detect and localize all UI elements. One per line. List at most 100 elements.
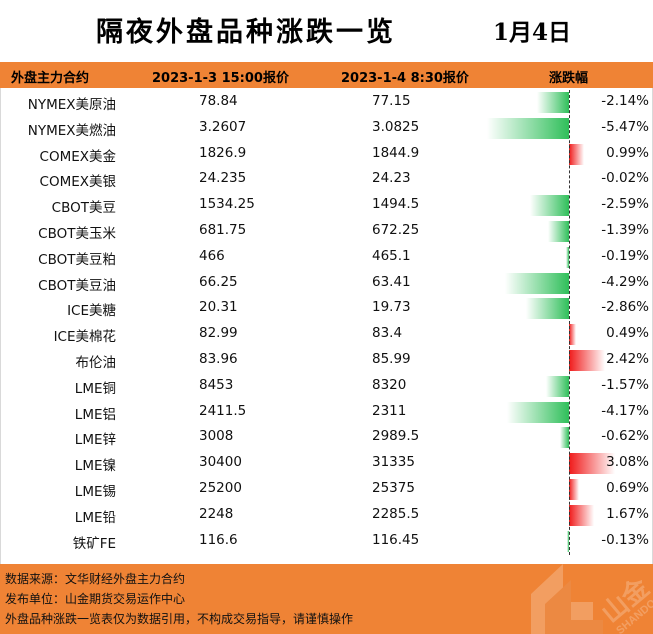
current-price: 672.25 bbox=[372, 222, 420, 238]
company-logo-watermark: 山金 SHANDO bbox=[523, 524, 653, 634]
change-percent: -0.02% bbox=[601, 170, 649, 187]
change-percent: -2.14% bbox=[601, 93, 649, 109]
table-row: LME铜 8453 8320 -1.57% bbox=[0, 374, 653, 400]
change-bar bbox=[530, 195, 569, 217]
contract-name: 铁矿FE bbox=[72, 535, 116, 552]
table-row: CBOT美豆油 66.25 63.41 -4.29% bbox=[0, 271, 653, 297]
change-bar bbox=[526, 298, 569, 320]
change-percent: 0.69% bbox=[606, 480, 649, 496]
current-price: 83.4 bbox=[372, 325, 403, 342]
current-price: 1844.9 bbox=[372, 144, 420, 161]
prev-price: 3.2607 bbox=[199, 118, 247, 135]
table-row: CBOT美豆 1534.25 1494.5 -2.59% bbox=[0, 193, 653, 219]
contract-name: ICE美糖 bbox=[67, 303, 116, 320]
table-row: CBOT美玉米 681.75 672.25 -1.39% bbox=[0, 219, 653, 245]
prev-price: 2411.5 bbox=[199, 402, 247, 419]
table-row: 铁矿FE 116.6 116.45 -0.13% bbox=[0, 529, 653, 555]
prev-price: 116.6 bbox=[199, 531, 238, 548]
contract-name: CBOT美豆粕 bbox=[38, 251, 116, 268]
contract-name: LME镍 bbox=[74, 458, 116, 475]
contract-name: CBOT美豆油 bbox=[38, 277, 116, 294]
column-header-name: 外盘主力合约 bbox=[11, 71, 90, 86]
contract-name: COMEX美银 bbox=[39, 174, 116, 191]
footer-source: 数据来源：文华财经外盘主力合约 bbox=[5, 572, 186, 586]
prev-price: 82.99 bbox=[199, 325, 238, 342]
change-bar bbox=[548, 221, 569, 242]
current-price: 25375 bbox=[372, 480, 415, 496]
table-row: LME铅 2248 2285.5 1.67% bbox=[0, 503, 653, 529]
change-percent: 0.49% bbox=[606, 325, 649, 342]
current-price: 465.1 bbox=[372, 247, 411, 264]
prev-price: 20.31 bbox=[199, 299, 238, 316]
table-header: 外盘主力合约 2023-1-3 15:00报价 2023-1-4 8:30报价 … bbox=[0, 62, 653, 88]
column-header-prev: 2023-1-3 15:00报价 bbox=[152, 71, 289, 86]
change-percent: -0.62% bbox=[601, 428, 649, 445]
change-percent: -1.57% bbox=[601, 376, 649, 393]
change-bar bbox=[569, 479, 580, 500]
current-price: 85.99 bbox=[372, 351, 411, 367]
table-row: LME铝 2411.5 2311 -4.17% bbox=[0, 400, 653, 426]
current-price: 8320 bbox=[372, 376, 407, 393]
current-price: 3.0825 bbox=[372, 118, 420, 135]
prev-price: 1826.9 bbox=[199, 144, 247, 161]
change-percent: 0.99% bbox=[606, 144, 649, 161]
change-bar bbox=[537, 92, 569, 113]
table-row: LME锡 25200 25375 0.69% bbox=[0, 477, 653, 503]
current-price: 24.23 bbox=[372, 170, 411, 187]
current-price: 2989.5 bbox=[372, 428, 420, 445]
change-percent: 1.67% bbox=[606, 505, 649, 522]
change-bar bbox=[569, 143, 584, 165]
prev-price: 78.84 bbox=[199, 93, 238, 109]
footer-publisher: 发布单位：山金期货交易运作中心 bbox=[5, 592, 186, 606]
footer: 数据来源：文华财经外盘主力合约 发布单位：山金期货交易运作中心 外盘品种涨跌一览… bbox=[0, 564, 653, 634]
current-price: 19.73 bbox=[372, 299, 411, 316]
current-price: 1494.5 bbox=[372, 196, 420, 213]
table-row: LME锌 3008 2989.5 -0.62% bbox=[0, 425, 653, 451]
contract-name: COMEX美金 bbox=[39, 148, 116, 165]
change-bar bbox=[569, 324, 577, 346]
column-header-cur: 2023-1-4 8:30报价 bbox=[341, 71, 469, 86]
column-header-change: 涨跌幅 bbox=[549, 71, 589, 86]
table-row: NYMEX美原油 78.84 77.15 -2.14% bbox=[0, 90, 653, 116]
change-percent: -5.47% bbox=[601, 118, 649, 135]
table-row: COMEX美银 24.235 24.23 -0.02% bbox=[0, 167, 653, 193]
footer-disclaimer: 外盘品种涨跌一览表仅为数据引用，不构成交易指导，请谨慎操作 bbox=[5, 612, 354, 626]
change-percent: -2.59% bbox=[601, 196, 649, 213]
current-price: 63.41 bbox=[372, 273, 411, 290]
current-price: 2285.5 bbox=[372, 505, 420, 522]
prev-price: 30400 bbox=[199, 454, 242, 471]
prev-price: 66.25 bbox=[199, 273, 238, 290]
change-bar bbox=[569, 504, 594, 526]
contract-name: 布伦油 bbox=[75, 355, 117, 371]
prev-price: 25200 bbox=[199, 480, 242, 496]
change-percent: -4.29% bbox=[601, 273, 649, 290]
change-bar bbox=[567, 530, 569, 552]
change-bar bbox=[506, 401, 569, 423]
change-bar bbox=[505, 272, 569, 294]
prev-price: 8453 bbox=[199, 376, 234, 393]
change-percent: -1.39% bbox=[601, 222, 649, 238]
contract-name: NYMEX美原油 bbox=[27, 97, 116, 113]
title-bar: 隔夜外盘品种涨跌一览 1月4日 bbox=[0, 0, 653, 62]
change-percent: 2.42% bbox=[606, 351, 649, 367]
prev-price: 83.96 bbox=[199, 351, 238, 367]
prev-price: 2248 bbox=[199, 505, 234, 522]
contract-name: ICE美棉花 bbox=[53, 329, 116, 346]
contract-name: CBOT美玉米 bbox=[38, 226, 116, 242]
contract-name: CBOT美豆 bbox=[51, 200, 116, 217]
table-row: 布伦油 83.96 85.99 2.42% bbox=[0, 348, 653, 374]
change-percent: -4.17% bbox=[601, 402, 649, 419]
change-bar bbox=[559, 427, 569, 449]
prev-price: 681.75 bbox=[199, 222, 247, 238]
change-bar bbox=[569, 350, 606, 371]
change-percent: -0.13% bbox=[601, 531, 649, 548]
change-percent: 3.08% bbox=[606, 454, 649, 471]
current-price: 31335 bbox=[372, 454, 415, 471]
change-zero-axis bbox=[569, 90, 570, 555]
contract-name: LME铅 bbox=[74, 509, 116, 526]
table-row: ICE美棉花 82.99 83.4 0.49% bbox=[0, 322, 653, 348]
contract-name: LME铜 bbox=[74, 380, 116, 397]
change-bar bbox=[487, 117, 569, 139]
contract-name: LME锌 bbox=[74, 432, 116, 449]
table-row: NYMEX美燃油 3.2607 3.0825 -5.47% bbox=[0, 116, 653, 142]
